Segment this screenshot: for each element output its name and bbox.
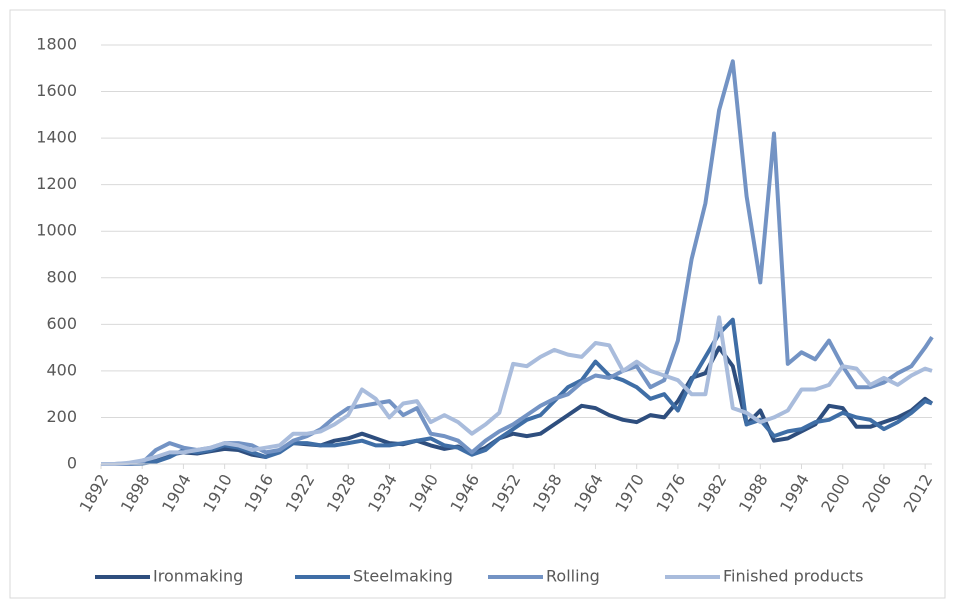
series-line — [101, 345, 934, 466]
y-tick-label: 800 — [46, 267, 77, 286]
y-tick-label: 200 — [46, 407, 77, 426]
y-tick-label: 600 — [46, 314, 77, 333]
series-line — [101, 317, 933, 466]
y-tick-label: 1400 — [36, 128, 77, 147]
legend-label: Steelmaking — [353, 567, 453, 586]
y-tick-label: 0 — [67, 454, 77, 473]
legend-label: Rolling — [546, 567, 600, 586]
series-line — [101, 59, 934, 466]
y-tick-label: 1600 — [36, 81, 77, 100]
legend-label: Ironmaking — [153, 567, 243, 586]
legend-label: Finished products — [723, 567, 864, 586]
y-tick-label: 1200 — [36, 174, 77, 193]
chart-border — [9, 9, 946, 599]
y-tick-label: 400 — [46, 360, 77, 379]
series-line — [101, 315, 933, 466]
y-tick-label: 1000 — [36, 221, 77, 240]
y-tick-label: 1800 — [36, 35, 77, 54]
